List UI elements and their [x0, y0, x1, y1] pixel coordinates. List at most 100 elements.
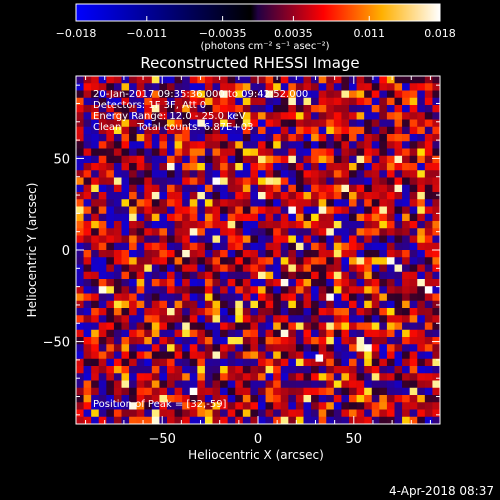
heatmap-cell: [417, 337, 426, 345]
heatmap-cell: [379, 148, 388, 157]
heatmap-cell: [197, 358, 206, 367]
heatmap-cell: [356, 344, 365, 352]
heatmap-cell: [288, 235, 297, 244]
heatmap-cell: [371, 373, 380, 381]
heatmap-cell: [227, 366, 236, 374]
heatmap-cell: [227, 329, 236, 338]
heatmap-cell: [280, 337, 289, 345]
heatmap-cell: [144, 337, 153, 345]
heatmap-cell: [144, 329, 153, 338]
heatmap-cell: [394, 242, 403, 251]
heatmap-cell: [106, 293, 115, 302]
heatmap-cell: [295, 155, 304, 164]
heatmap-cell: [167, 141, 175, 149]
heatmap-cell: [409, 271, 418, 280]
heatmap-cell: [182, 257, 191, 265]
heatmap-cell: [106, 126, 115, 135]
heatmap-cell: [197, 192, 206, 200]
heatmap-cell: [364, 83, 373, 91]
heatmap-cell: [106, 206, 115, 215]
heatmap-cell: [394, 329, 403, 338]
heatmap-cell: [402, 76, 410, 84]
heatmap-cell: [159, 105, 168, 113]
heatmap-cell: [364, 358, 373, 367]
heatmap-cell: [386, 416, 395, 425]
heatmap-cell: [98, 119, 107, 128]
heatmap-cell: [288, 387, 297, 396]
heatmap-cell: [333, 315, 342, 323]
heatmap-cell: [371, 242, 380, 251]
heatmap-cell: [136, 184, 145, 193]
heatmap-cell: [182, 402, 191, 410]
heatmap-cell: [386, 380, 395, 389]
heatmap-cell: [235, 329, 244, 338]
heatmap-cell: [159, 402, 168, 410]
heatmap-cell: [242, 228, 251, 236]
heatmap-cell: [83, 264, 92, 273]
heatmap-cell: [212, 235, 221, 244]
heatmap-cell: [424, 163, 433, 171]
heatmap-cell: [265, 293, 274, 302]
heatmap-cell: [356, 155, 365, 164]
heatmap-cell: [98, 141, 107, 149]
heatmap-cell: [424, 286, 433, 294]
heatmap-cell: [98, 126, 107, 135]
heatmap-cell: [98, 395, 107, 403]
heatmap-cell: [386, 141, 395, 149]
heatmap-cell: [394, 293, 403, 302]
heatmap-cell: [159, 119, 168, 128]
heatmap-cell: [106, 344, 115, 352]
heatmap-cell: [424, 134, 433, 142]
heatmap-cell: [295, 329, 304, 338]
heatmap-cell: [303, 286, 312, 294]
heatmap-cell: [235, 250, 244, 258]
heatmap-cell: [212, 416, 221, 425]
heatmap-cell: [129, 90, 137, 99]
heatmap-cell: [76, 329, 84, 338]
heatmap-cell: [113, 402, 122, 410]
heatmap-cell: [189, 155, 198, 164]
heatmap-cell: [197, 228, 206, 236]
heatmap-cell: [333, 366, 342, 374]
heatmap-cell: [288, 112, 297, 120]
heatmap-cell: [204, 308, 213, 316]
heatmap-cell: [311, 221, 319, 229]
heatmap-cell: [167, 308, 175, 316]
heatmap-cell: [295, 279, 304, 287]
heatmap-cell: [121, 148, 130, 157]
heatmap-cell: [356, 387, 365, 396]
heatmap-cell: [250, 184, 259, 193]
heatmap-cell: [371, 119, 380, 128]
heatmap-cell: [394, 300, 403, 309]
heatmap-cell: [189, 221, 198, 229]
heatmap-cell: [364, 250, 373, 258]
heatmap-cell: [280, 228, 289, 236]
heatmap-cell: [121, 235, 130, 244]
heatmap-cell: [303, 402, 312, 410]
heatmap-cell: [273, 344, 282, 352]
heatmap-cell: [136, 177, 145, 186]
heatmap-cell: [91, 141, 100, 149]
heatmap-cell: [174, 337, 183, 345]
heatmap-cell: [250, 206, 259, 215]
heatmap-cell: [273, 279, 282, 287]
heatmap-cell: [295, 264, 304, 273]
heatmap-cell: [242, 308, 251, 316]
heatmap-cell: [204, 119, 213, 128]
heatmap-cell: [129, 119, 137, 128]
heatmap-cell: [280, 300, 289, 309]
heatmap-cell: [432, 380, 441, 389]
heatmap-cell: [121, 134, 130, 142]
heatmap-cell: [311, 192, 319, 200]
heatmap-cell: [356, 163, 365, 171]
heatmap-cell: [250, 416, 259, 425]
heatmap-cell: [326, 373, 335, 381]
heatmap-cell: [98, 134, 107, 142]
heatmap-cell: [341, 344, 350, 352]
heatmap-cell: [227, 119, 236, 128]
heatmap-cell: [197, 279, 206, 287]
heatmap-cell: [364, 221, 373, 229]
heatmap-cell: [326, 344, 335, 352]
heatmap-cell: [333, 271, 342, 280]
heatmap-cell: [159, 329, 168, 338]
